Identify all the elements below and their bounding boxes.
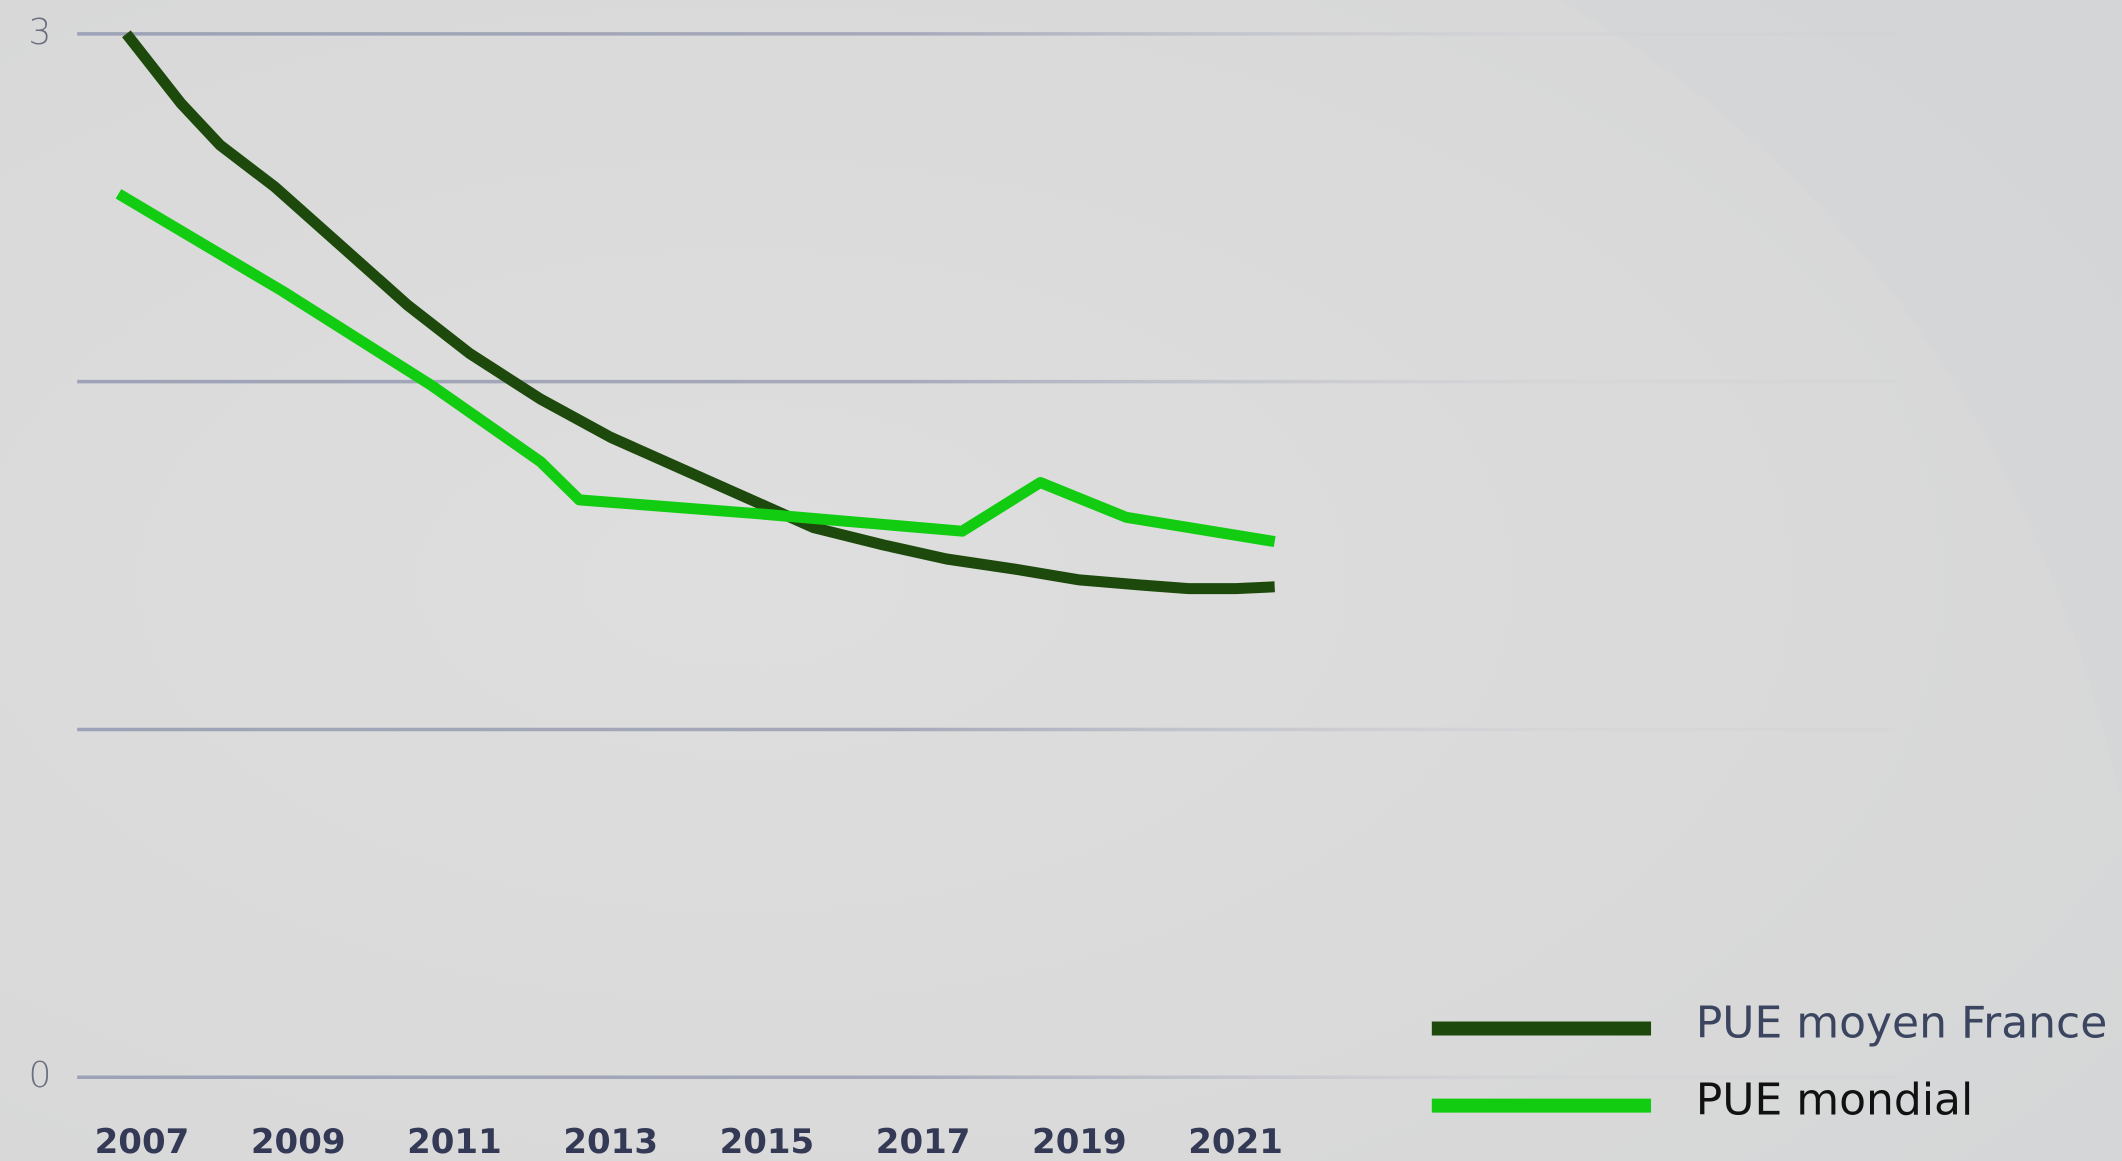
x-tick-label: 2013 [563, 1122, 658, 1161]
y-tick-label: 3 [29, 12, 52, 53]
line-series [115, 189, 1276, 548]
x-tick-label: 2015 [720, 1122, 815, 1161]
decoration [1560, 0, 2122, 800]
x-tick-label: 2017 [876, 1122, 971, 1161]
x-tick-label: 2009 [251, 1122, 346, 1161]
x-tick-label: 2007 [95, 1122, 190, 1161]
y-tick-label: 0 [29, 1055, 52, 1096]
legend-label: PUE mondial [1696, 1075, 1974, 1126]
line-series [122, 30, 1275, 595]
x-tick-label: 2019 [1032, 1122, 1127, 1161]
x-tick-label: 2021 [1188, 1122, 1283, 1161]
x-tick-label: 2011 [407, 1122, 502, 1161]
legend-label: PUE moyen France [1696, 998, 2108, 1049]
